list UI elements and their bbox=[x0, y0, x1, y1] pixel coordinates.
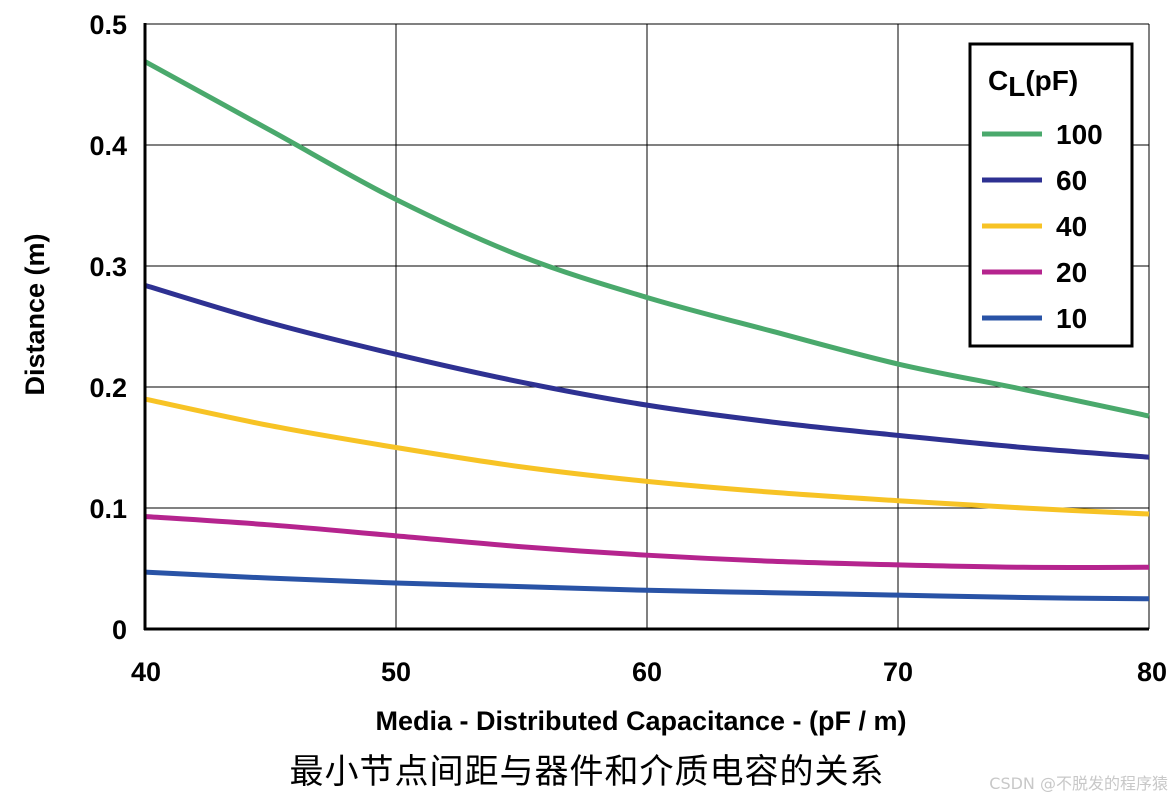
chart: 0 0.1 0.2 0.3 0.4 0.5 40 50 60 70 80 Media - Distr… bbox=[20, 10, 1167, 736]
series-lines bbox=[143, 59, 1150, 602]
legend-label: 100 bbox=[1056, 119, 1103, 150]
x-tick-label: 60 bbox=[632, 657, 662, 687]
legend-box bbox=[968, 42, 1134, 348]
y-tick-label: 0.3 bbox=[89, 252, 127, 282]
legend-title: CL(pF) bbox=[988, 65, 1078, 102]
legend-label: 20 bbox=[1056, 257, 1087, 288]
series-line-40 bbox=[144, 396, 1150, 517]
tick-labels: 0 0.1 0.2 0.3 0.4 0.5 40 50 60 70 80 bbox=[89, 10, 1167, 687]
x-axis-label: Media - Distributed Capacitance - (pF / … bbox=[375, 706, 906, 736]
series-line-100 bbox=[143, 59, 1150, 419]
watermark: CSDN @不脱发的程序猿 bbox=[989, 774, 1168, 793]
x-tick-label: 50 bbox=[381, 657, 411, 687]
y-axis-label: Distance (m) bbox=[20, 233, 50, 395]
x-tick-label: 40 bbox=[131, 657, 161, 687]
legend-item: 60 bbox=[982, 165, 1087, 196]
legend-label: 40 bbox=[1056, 211, 1087, 242]
series-line-20 bbox=[144, 513, 1150, 570]
legend-item: 20 bbox=[982, 257, 1087, 288]
legend-title-sub: L bbox=[1008, 71, 1025, 102]
series-line-60 bbox=[144, 282, 1150, 460]
legend-title-unit: (pF) bbox=[1025, 65, 1078, 96]
y-tick-label: 0.4 bbox=[89, 131, 127, 161]
y-tick-label: 0.2 bbox=[89, 373, 127, 403]
legend-label: 10 bbox=[1056, 303, 1087, 334]
axes bbox=[143, 23, 1149, 631]
grid-lines bbox=[145, 23, 1150, 629]
legend-item: 10 bbox=[982, 303, 1087, 334]
x-tick-label: 80 bbox=[1137, 657, 1167, 687]
figure-caption: 最小节点间距与器件和介质电容的关系 bbox=[289, 752, 885, 792]
series-line-10 bbox=[144, 569, 1150, 602]
legend-items: 100 60 40 20 10 bbox=[982, 119, 1103, 334]
legend-title-main: C bbox=[988, 65, 1008, 96]
legend: CL(pF) 100 60 40 20 10 bbox=[968, 42, 1134, 348]
y-tick-label: 0.1 bbox=[89, 494, 127, 524]
legend-label: 60 bbox=[1056, 165, 1087, 196]
y-tick-label: 0.5 bbox=[89, 10, 127, 40]
legend-item: 100 bbox=[982, 119, 1103, 150]
x-tick-label: 70 bbox=[883, 657, 913, 687]
legend-item: 40 bbox=[982, 211, 1087, 242]
y-tick-label: 0 bbox=[112, 615, 127, 645]
